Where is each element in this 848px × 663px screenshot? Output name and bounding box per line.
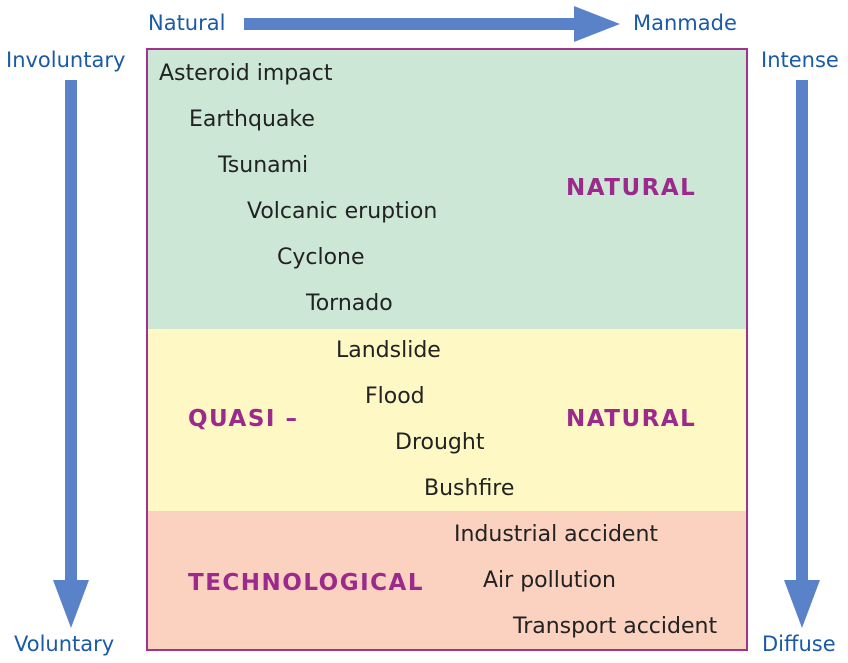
hazard-cyclone: Cyclone (277, 245, 365, 270)
hazard-classification-box (146, 48, 748, 651)
hazard-tsunami: Tsunami (218, 153, 309, 178)
category-quasi: QUASI – (188, 406, 299, 432)
technological-band (148, 511, 746, 649)
hazard-industrial-accident: Industrial accident (454, 522, 659, 547)
quasi-natural-band (148, 329, 746, 511)
axis-label-diffuse: Diffuse (762, 632, 836, 656)
hazard-asteroid-impact: Asteroid impact (159, 61, 333, 86)
axis-label-natural: Natural (148, 11, 226, 35)
axis-label-manmade: Manmade (633, 11, 737, 35)
category-quasi-natural: NATURAL (566, 406, 697, 432)
hazard-earthquake: Earthquake (189, 107, 315, 132)
involuntary-to-voluntary-arrow (53, 80, 89, 628)
natural-band (148, 50, 746, 329)
hazard-drought: Drought (395, 430, 485, 455)
intense-to-diffuse-arrow (784, 80, 820, 628)
hazard-bushfire: Bushfire (424, 476, 515, 501)
category-technological: TECHNOLOGICAL (188, 570, 424, 596)
hazard-volcanic-eruption: Volcanic eruption (247, 199, 438, 224)
hazard-flood: Flood (365, 384, 425, 409)
hazard-landslide: Landslide (336, 338, 441, 363)
natural-to-manmade-arrow (244, 6, 620, 42)
hazard-transport-accident: Transport accident (513, 614, 718, 639)
axis-label-involuntary: Involuntary (6, 48, 126, 72)
category-natural: NATURAL (566, 175, 697, 201)
hazard-tornado: Tornado (306, 291, 393, 316)
hazard-air-pollution: Air pollution (483, 568, 616, 593)
axis-label-voluntary: Voluntary (14, 632, 115, 656)
axis-label-intense: Intense (761, 48, 839, 72)
